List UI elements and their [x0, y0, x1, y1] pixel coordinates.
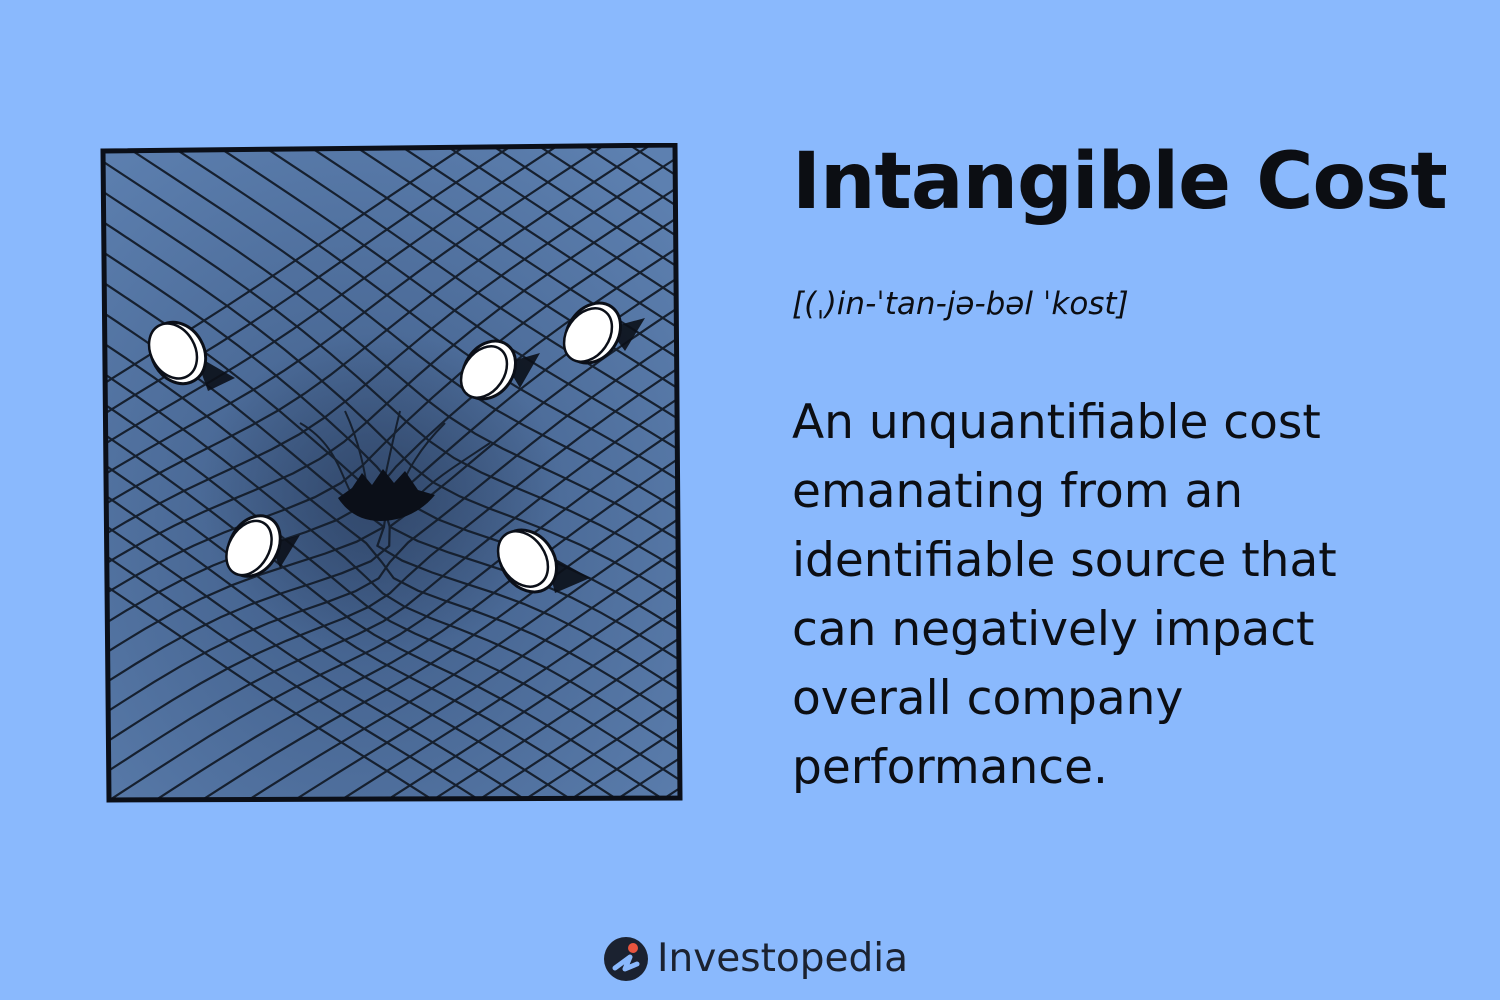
grid-line — [273, 145, 680, 800]
perspective-grid — [103, 145, 680, 800]
grid-line — [227, 145, 680, 800]
coin-5 — [496, 528, 590, 594]
grid-line — [103, 145, 639, 800]
investopedia-logo-icon — [604, 937, 648, 981]
intangible-cost-illustration — [100, 143, 685, 805]
coin-2 — [459, 339, 540, 401]
term-definition: An unquantifiable cost emanating from an… — [792, 395, 1337, 795]
grid-line — [103, 145, 501, 800]
grid-line — [103, 145, 680, 800]
grid-line — [103, 145, 680, 800]
grid-line — [457, 145, 680, 800]
grid-line — [411, 145, 680, 800]
grid-line — [273, 145, 680, 800]
term-pronunciation: [(ˌ)in-ˈtan-jə-bəl ˈkost] — [792, 286, 1129, 322]
grid-line — [103, 145, 593, 800]
coin-1 — [147, 320, 235, 391]
grid-line — [319, 145, 680, 800]
grid-line — [103, 145, 680, 800]
grid-line — [457, 145, 680, 800]
grid-line — [181, 145, 680, 800]
grid-line — [411, 145, 680, 800]
grid-line — [135, 145, 680, 800]
grid-line — [365, 145, 680, 800]
brand-footer: Investopedia — [603, 932, 908, 986]
grid-line — [103, 145, 547, 800]
grid-line — [103, 145, 680, 800]
brand-name: Investopedia — [657, 936, 909, 981]
grid-line — [103, 145, 547, 800]
coin-3 — [562, 301, 645, 365]
grid-line — [103, 145, 680, 800]
grid-line — [103, 145, 680, 800]
grid-line — [103, 145, 680, 800]
coin-4 — [225, 514, 300, 578]
grid-line — [135, 145, 680, 800]
grid-line — [365, 145, 680, 800]
grid-line — [181, 145, 680, 800]
grid-line — [319, 145, 680, 800]
grid-line — [103, 145, 680, 800]
grid-line — [103, 145, 680, 800]
grid-pit — [338, 469, 435, 521]
grid-line — [227, 145, 680, 800]
panel-border — [100, 143, 683, 803]
grid-line — [103, 145, 680, 800]
grid-line — [103, 145, 501, 800]
coins-on-grid-illustration-icon — [100, 143, 683, 803]
grid-line — [103, 145, 639, 800]
grid-line — [103, 145, 680, 800]
term-title: Intangible Cost — [792, 137, 1448, 227]
grid-line — [103, 145, 680, 800]
grid-line — [103, 145, 593, 800]
